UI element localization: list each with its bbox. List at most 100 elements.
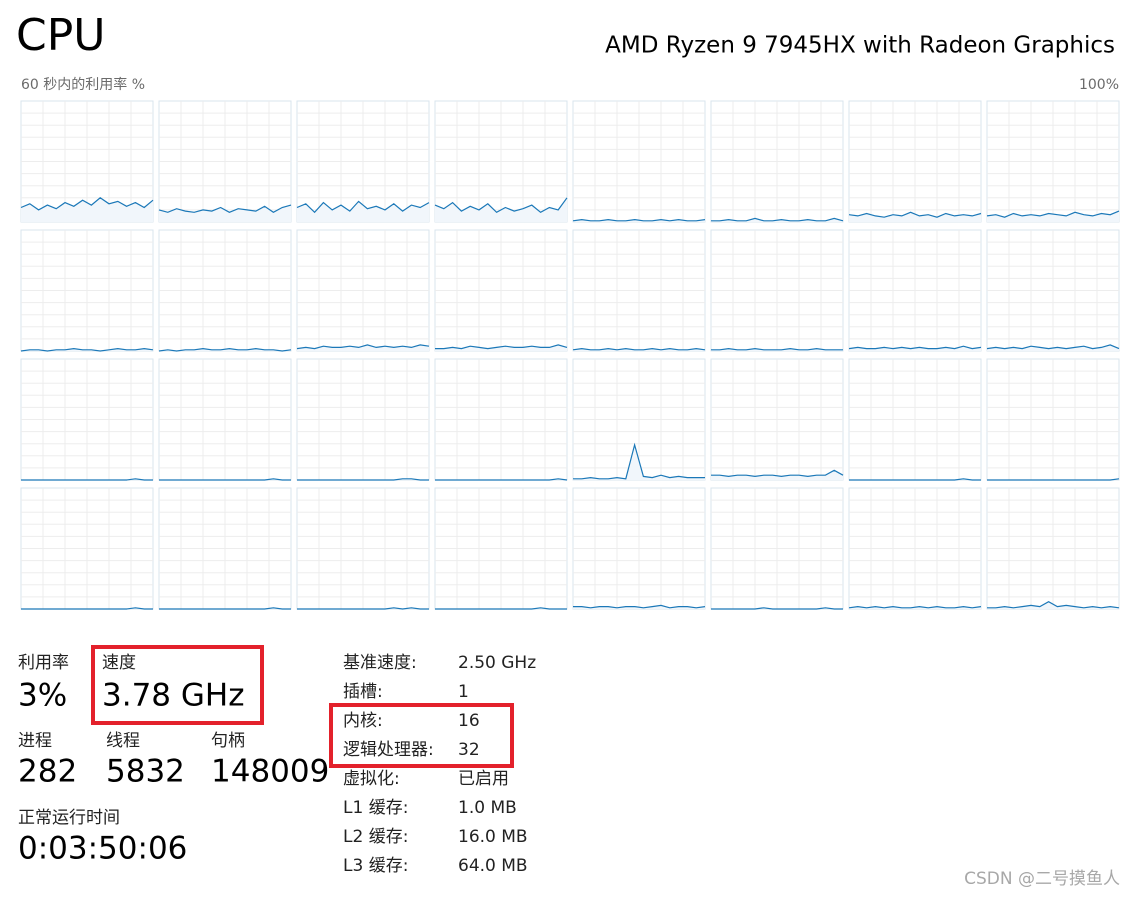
usage-line [435,607,567,610]
usage-line [711,469,844,478]
detail-label: L1 缓存: [343,798,408,818]
core-graph [296,100,430,223]
detail-label: L2 缓存: [343,827,408,847]
usage-area [711,470,843,480]
usage-line [296,200,430,214]
core-graph [158,487,292,610]
usage-line [987,478,1120,481]
stat-label: 进程 [18,731,52,751]
stat-value: 5832 [106,754,185,790]
detail-value: 32 [458,740,480,760]
usage-line [20,197,154,211]
stat-label: 线程 [106,731,140,751]
usage-line [848,345,982,350]
detail-value: 2.50 GHz [458,653,536,673]
graph-caption: 60 秒内的利用率 % [21,76,145,93]
core-graph [158,229,292,352]
core-graph [434,358,568,481]
usage-line [158,204,292,214]
usage-line [986,344,1120,350]
detail-label: 逻辑处理器: [343,740,434,760]
core-graph [848,487,982,610]
title: CPU [16,10,105,61]
stat-label: 句柄 [211,731,245,751]
usage-line [849,478,981,481]
usage-line [986,210,1120,218]
core-graph [710,358,844,481]
usage-line [711,217,844,222]
usage-area [849,212,981,222]
usage-line [848,605,982,609]
usage-line [435,344,568,350]
usage-line [573,604,706,609]
detail-label: L3 缓存: [343,856,408,876]
stat-value: 3% [18,678,67,714]
usage-line [711,347,843,351]
usage-line [296,344,430,350]
detail-label: 插槽: [343,682,383,702]
usage-area [435,344,567,351]
usage-line [21,478,153,481]
usage-area [21,197,153,222]
core-graph [158,100,292,223]
usage-line [987,601,1120,609]
usage-line [711,607,843,610]
usage-line [158,347,292,352]
core-graph [848,358,982,481]
detail-label: 虚拟化: [343,769,400,789]
core-graph [572,100,706,223]
core-graph [20,487,154,610]
core-graph [572,229,706,352]
usage-line [434,197,568,214]
core-graph [296,229,430,352]
usage-area [297,201,429,222]
detail-value: 1.0 MB [458,798,517,818]
usage-line [20,347,154,352]
usage-line [572,218,706,222]
core-graph [572,487,706,610]
processor-name: AMD Ryzen 9 7945HX with Radeon Graphics [605,33,1115,59]
detail-label: 内核: [343,711,383,731]
core-graph [20,229,154,352]
stat-value: 282 [18,754,77,790]
core-graph [20,100,154,223]
stat-label: 速度 [102,653,136,673]
detail-value: 16.0 MB [458,827,528,847]
core-graph [296,487,430,610]
usage-area [987,344,1119,351]
usage-line [159,607,291,610]
usage-area [435,197,567,222]
core-graph [986,100,1120,223]
core-graph [986,487,1120,610]
core-graph [572,358,706,481]
stat-value: 0:03:50:06 [18,831,187,867]
core-graph [710,229,844,352]
detail-value: 1 [458,682,469,702]
usage-line [573,442,705,480]
stat-value: 148009 [211,754,329,790]
usage-line [297,478,429,481]
core-graph [986,358,1120,481]
core-graph [20,358,154,481]
graph-grid [20,100,1120,610]
details-table: 基准速度: 2.50 GHz 插槽: 1 内核: 16 逻辑处理器: 32 虚拟化: 已启用 L1 … [343,653,536,876]
core-graph [710,487,844,610]
usage-line [572,347,706,351]
core-graph [848,100,982,223]
core-graph [158,358,292,481]
watermark: CSDN @二号摸鱼人 [964,869,1120,889]
usage-area [987,211,1119,222]
detail-value: 64.0 MB [458,856,528,876]
detail-value: 已启用 [458,769,509,789]
usage-line [848,211,982,218]
usage-line [435,478,568,481]
detail-label: 基准速度: [343,653,417,673]
detail-value: 16 [458,711,480,731]
stat-label: 正常运行时间 [18,808,120,828]
core-graph [434,100,568,223]
usage-area [297,344,429,351]
highlight-box [329,703,514,768]
usage-line [159,478,291,481]
